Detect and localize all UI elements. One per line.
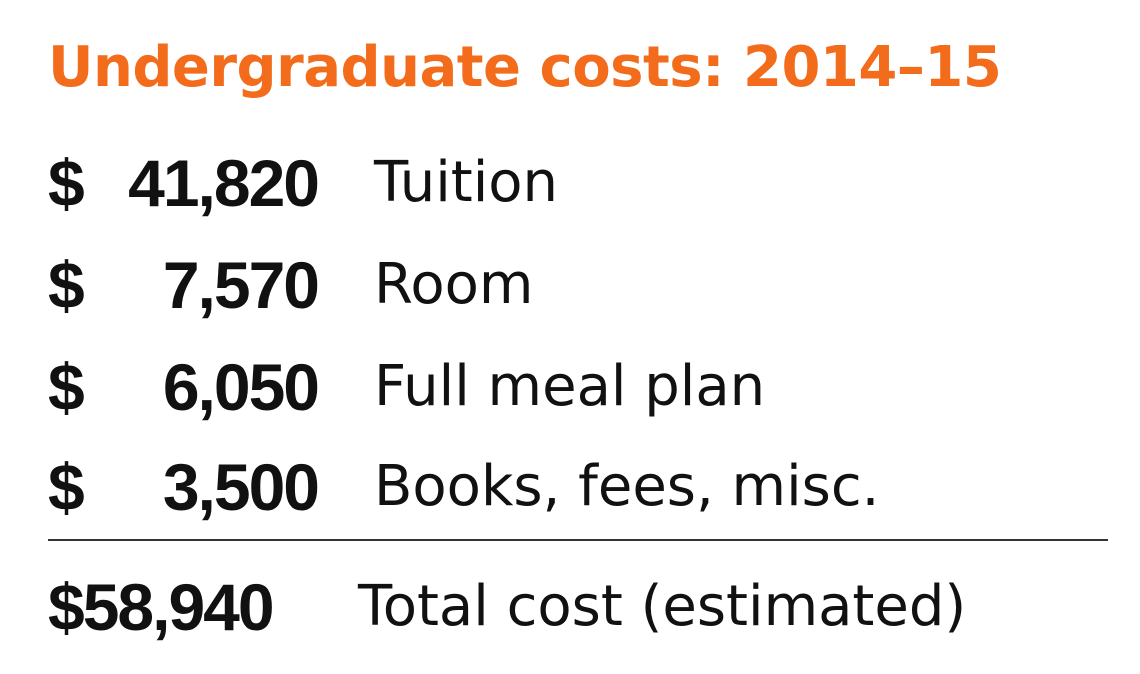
cost-row-tuition: $ 41,820 Tuition <box>48 138 1108 228</box>
cost-label: Tuition <box>374 150 559 215</box>
cost-amount: 3,500 <box>162 450 320 524</box>
cost-amount: 7,570 <box>162 248 320 322</box>
cost-label: Books, fees, misc. <box>374 454 880 519</box>
cost-row-books-fees: $ 3,500 Books, fees, misc. <box>48 442 1108 532</box>
currency-symbol: $ <box>48 450 85 524</box>
page-title: Undergraduate costs: 2014–15 <box>48 35 1002 100</box>
cost-label: Full meal plan <box>374 354 766 419</box>
cost-row-room: $ 7,570 Room <box>48 240 1108 330</box>
cost-row-total: $58,940 Total cost (estimated) <box>48 562 1108 652</box>
currency-symbol: $ <box>48 248 85 322</box>
total-label: Total cost (estimated) <box>358 574 967 639</box>
total-divider <box>48 539 1108 541</box>
currency-symbol: $ <box>48 146 85 220</box>
cost-label: Room <box>374 252 534 317</box>
cost-amount: 6,050 <box>162 350 320 424</box>
cost-amount: 41,820 <box>128 146 320 220</box>
total-amount: $58,940 <box>48 570 275 644</box>
currency-symbol: $ <box>48 350 85 424</box>
cost-row-meal-plan: $ 6,050 Full meal plan <box>48 342 1108 432</box>
